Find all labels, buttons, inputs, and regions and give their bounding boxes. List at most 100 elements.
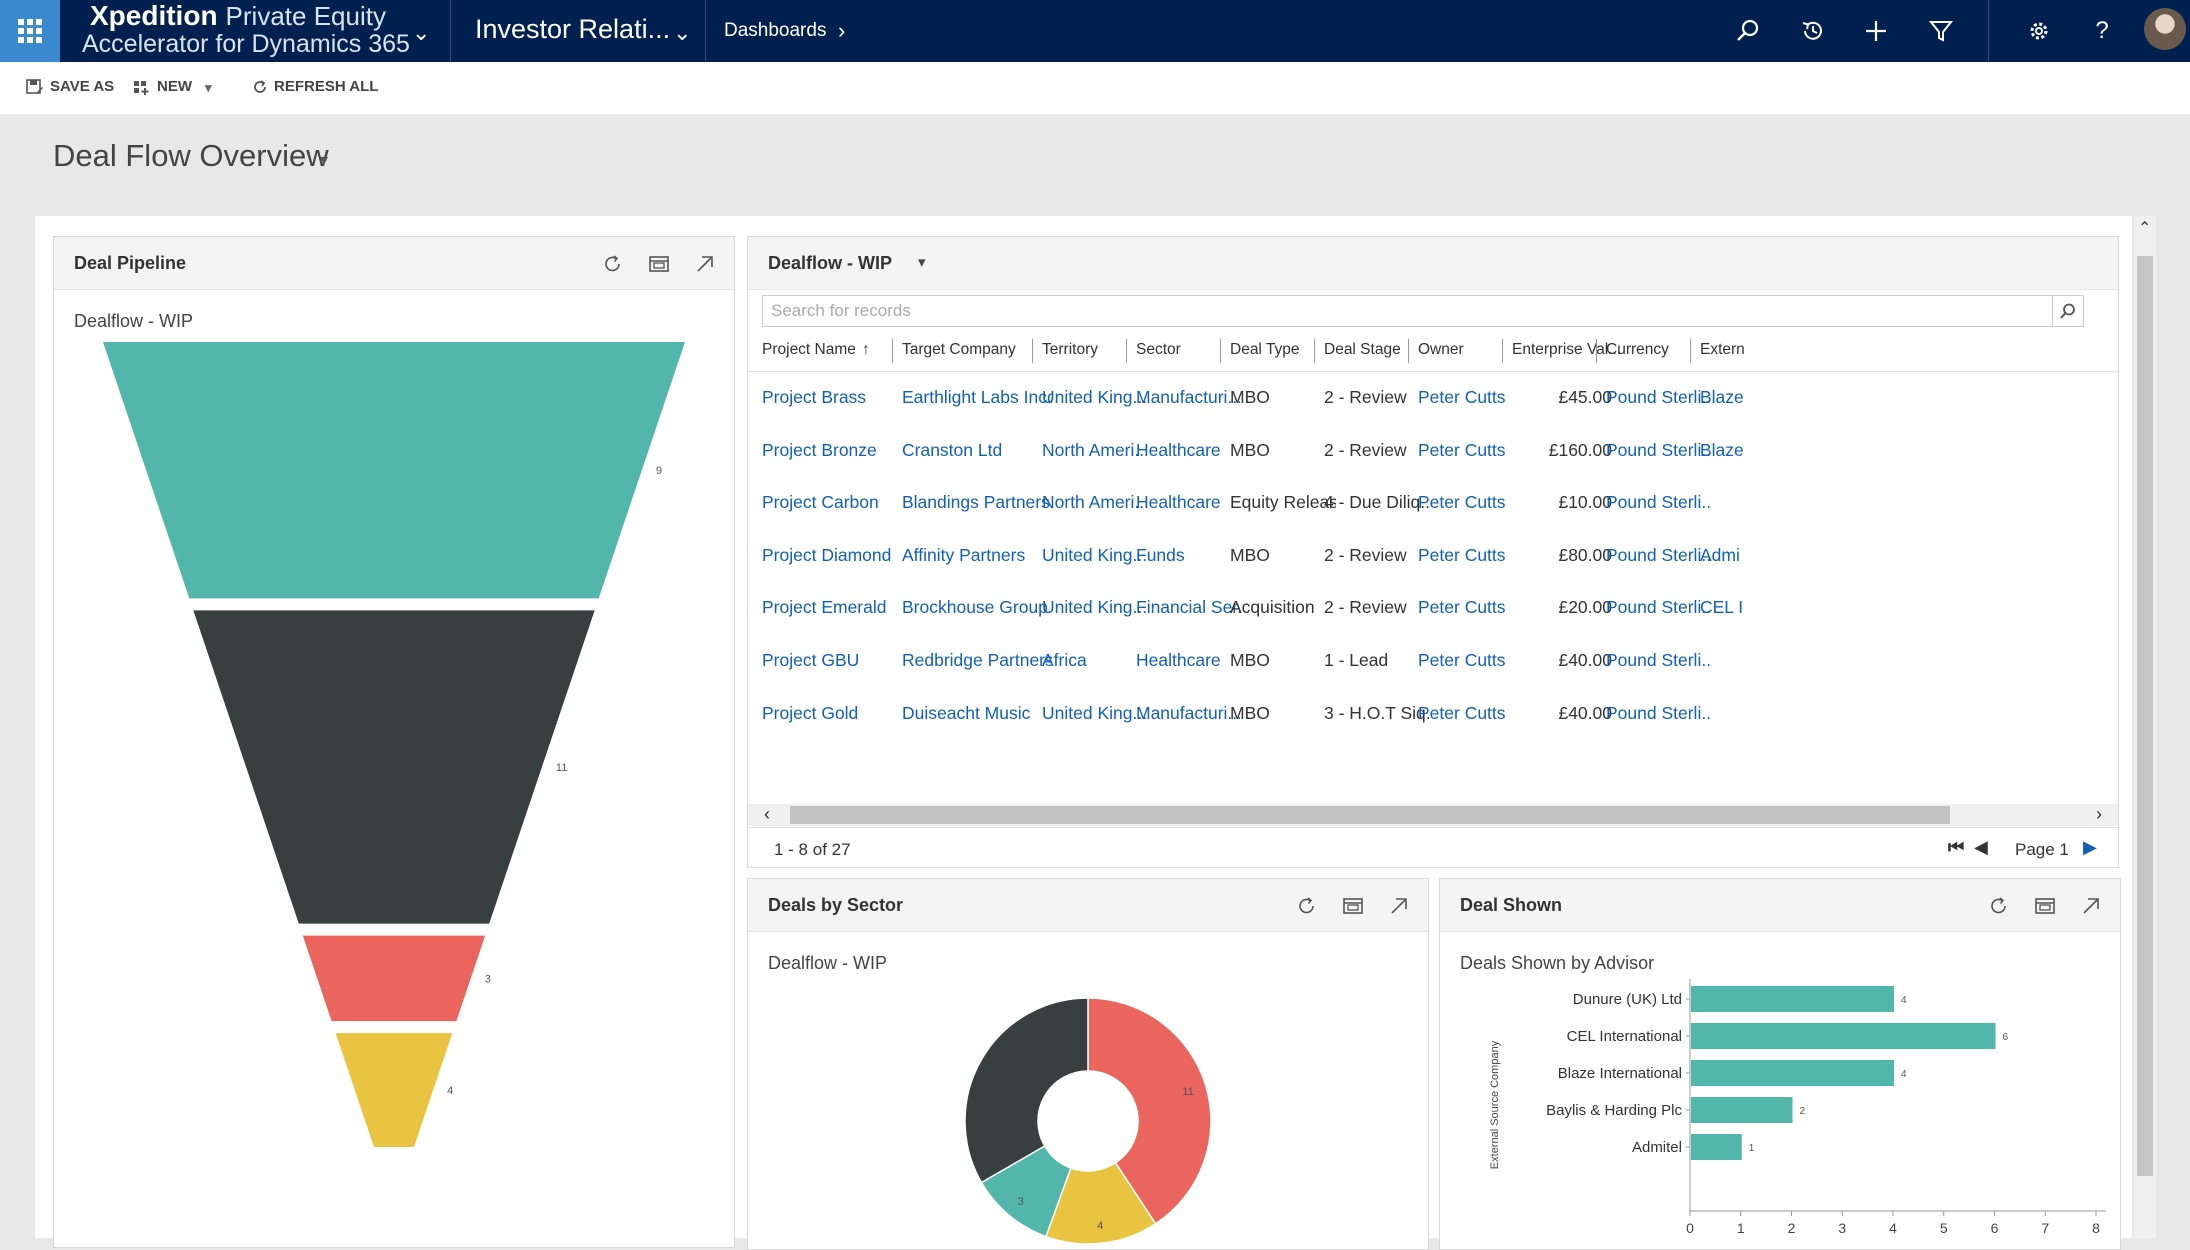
chevron-down-icon[interactable]: ▾ [918,254,926,271]
expand-icon[interactable] [692,251,718,277]
table-cell[interactable]: Project Emerald [762,597,887,618]
view-records-icon[interactable] [1340,893,1366,919]
table-cell[interactable]: Pound Sterli... [1606,439,1710,460]
history-icon[interactable] [1796,14,1830,48]
scrollbar-thumb[interactable] [2137,256,2153,1176]
new-dropdown-chevron-icon[interactable]: ▾ [205,80,212,95]
table-cell[interactable]: Project Diamond [762,544,892,565]
table-cell[interactable]: Duiseacht Music [902,702,1031,723]
scroll-up-icon[interactable]: ⌃ [2138,220,2152,237]
table-cell[interactable]: Manufacturi... [1136,387,1240,407]
column-divider[interactable] [1220,339,1221,363]
grid-view-selector[interactable]: Dealflow - WIP [768,253,893,273]
table-cell[interactable]: Africa [1042,650,1087,670]
column-header[interactable]: Project Name [762,341,856,358]
table-row[interactable]: Project Gold Duiseacht Music United King..… [748,687,2118,739]
column-divider[interactable] [892,339,893,363]
table-row[interactable]: Project GraphiteCompass GroupAfricaFunds… [748,739,2118,751]
table-cell[interactable]: Admi [1700,544,1740,565]
plus-icon[interactable] [1859,14,1893,48]
table-cell[interactable]: North Ameri... [1042,439,1146,460]
column-divider[interactable] [1126,339,1127,363]
column-header[interactable]: Currency [1606,341,1669,358]
bar[interactable] [1691,1097,1793,1123]
table-cell[interactable]: Peter Cutts [1418,597,1506,618]
table-cell[interactable]: Pound Sterli... [1606,702,1710,723]
column-divider[interactable] [1032,339,1033,363]
table-cell[interactable]: Healthcare [1136,492,1221,513]
table-cell[interactable]: United King... [1042,702,1146,723]
column-divider[interactable] [1314,339,1315,363]
scrollbar-thumb[interactable] [790,806,1950,824]
table-cell[interactable]: Blaze [1700,387,1744,407]
table-cell[interactable]: Project Bronze [762,439,877,460]
funnel-stage[interactable] [302,935,486,1022]
chevron-down-icon[interactable]: ⌄ [673,20,692,45]
table-row[interactable]: Project Bronze Cranston Ltd North Ameri...… [748,424,2118,476]
table-cell[interactable]: Financial Ser... [1136,597,1240,618]
table-cell[interactable]: United King... [1042,387,1146,407]
table-cell[interactable]: Peter Cutts [1418,387,1506,407]
filter-icon[interactable] [1924,14,1958,48]
search-icon[interactable] [2052,296,2083,326]
table-cell[interactable]: Pound Sterli... [1606,544,1710,565]
scroll-left-icon[interactable]: ‹ [764,804,770,824]
table-cell[interactable]: United King... [1042,597,1146,618]
table-cell[interactable]: Pound Sterli... [1606,650,1710,670]
column-divider[interactable] [1596,339,1597,363]
table-cell[interactable]: Peter Cutts [1418,544,1506,565]
table-cell[interactable]: Brockhouse Group Ltd [902,597,1052,618]
bar[interactable] [1691,1060,1894,1086]
app-switcher[interactable]: Investor Relati... [475,14,671,44]
save-as-button[interactable]: SAVE AS [26,78,114,95]
sort-ascending-icon[interactable]: ↑ [862,341,870,358]
table-cell[interactable]: Blandings Partners [902,492,1050,513]
next-page-icon[interactable]: ▶ [2083,837,2097,857]
table-cell[interactable]: Healthcare [1136,650,1221,670]
refresh-icon[interactable] [1986,893,2012,919]
table-cell[interactable]: CEL I [1700,597,1744,618]
column-header[interactable]: Enterprise Val... [1512,341,1622,358]
expand-icon[interactable] [2078,893,2104,919]
table-cell[interactable]: Peter Cutts [1418,492,1506,513]
scroll-right-icon[interactable]: › [2096,804,2102,824]
refresh-icon[interactable] [1294,893,1320,919]
table-cell[interactable]: Blaze [1700,439,1744,460]
breadcrumb-dashboards[interactable]: Dashboards [724,20,827,41]
table-cell[interactable]: Project Gold [762,702,859,723]
table-cell[interactable]: Pound Sterli... [1606,597,1710,618]
refresh-all-button[interactable]: REFRESH ALL [252,78,378,95]
brand-logo[interactable]: Xpedition Private Equity Accelerator for … [80,0,410,62]
new-button[interactable]: NEW [133,78,192,95]
table-row[interactable]: Project Diamond Affinity Partners United K… [748,529,2118,581]
column-header[interactable]: Deal Stage [1324,341,1401,358]
first-page-icon[interactable]: ⏮ [1948,837,1965,857]
table-row[interactable]: Project Brass Earthlight Labs Incor...Uni… [748,371,2118,423]
bar[interactable] [1691,986,1894,1012]
table-cell[interactable]: Manufacturi... [1136,702,1240,723]
table-cell[interactable]: Cranston Ltd [902,439,1003,460]
funnel-stage[interactable] [103,342,685,599]
chevron-down-icon[interactable]: ▾ [320,152,329,169]
horizontal-scrollbar[interactable]: ‹ › [748,804,2118,826]
column-divider[interactable] [1502,339,1503,363]
view-records-icon[interactable] [646,251,672,277]
table-cell[interactable]: Pound Sterli... [1606,387,1710,407]
table-cell[interactable]: United King... [1042,544,1146,565]
page-title[interactable]: Deal Flow Overview [53,138,329,173]
table-cell[interactable]: Affinity Partners [902,544,1026,565]
chevron-down-icon[interactable]: ⌄ [412,20,431,45]
chevron-right-icon[interactable]: › [838,18,846,43]
table-row[interactable]: Project Carbon Blandings Partners North Am… [748,476,2118,528]
waffle-icon[interactable] [0,0,60,62]
bar[interactable] [1691,1134,1742,1160]
view-records-icon[interactable] [2032,893,2058,919]
help-icon[interactable]: ? [2095,17,2109,44]
table-row[interactable]: Project GBU Redbridge Partners Africa Healt… [748,634,2118,686]
avatar[interactable] [2144,8,2186,50]
funnel-stage[interactable] [193,610,595,924]
table-cell[interactable]: Project GBU [762,650,860,670]
table-cell[interactable]: Redbridge Partners [902,650,1052,670]
table-cell[interactable]: Healthcare [1136,439,1221,460]
table-cell[interactable]: Project Brass [762,387,867,407]
